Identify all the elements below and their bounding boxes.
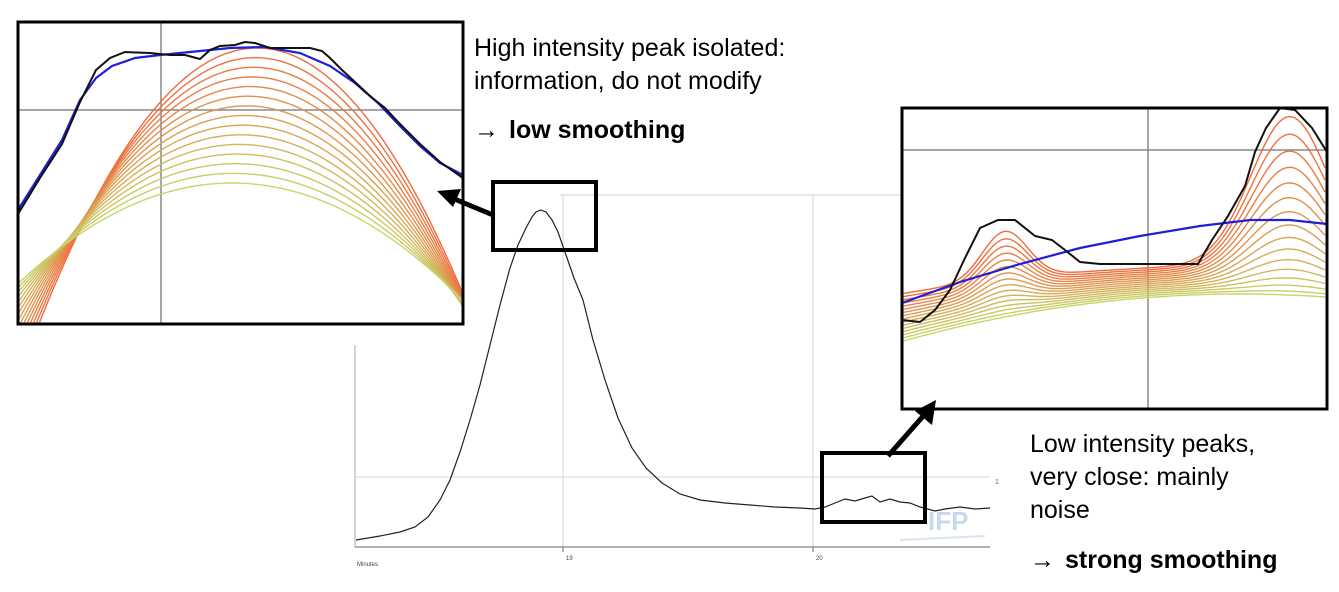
inset-high-peak-border [16, 20, 465, 326]
smoothing-curves-high [18, 47, 463, 324]
main-chromatogram: 19 20 Minutes 1 IFP [354, 194, 999, 568]
smoothing-curve-low-7 [902, 210, 1326, 314]
smoothing-curve-low-2 [902, 133, 1326, 298]
smoothing-curve-low-11 [902, 259, 1326, 327]
low-peaks-description-line-2: very close: mainly [1030, 463, 1229, 491]
side-mark: 1 [995, 479, 999, 486]
strong-smoothing-conclusion: → strong smoothing [1030, 546, 1277, 575]
watermark-swoosh [899, 535, 986, 541]
high-peak-description-line-2: information, do not modify [474, 67, 762, 95]
smoothing-curve-high-13 [18, 163, 463, 304]
smoothing-curve-high-14 [18, 172, 463, 302]
pointer-arrow-low [886, 412, 927, 458]
smoothing-curve-low-1 [902, 115, 1326, 295]
raw-signal-low [902, 108, 1327, 324]
smoothing-curve-high-11 [18, 143, 463, 306]
smoothing-curve-low-6 [902, 196, 1326, 311]
smoothing-curve-low-10 [902, 248, 1326, 323]
smoothing-curve-low-5 [902, 182, 1326, 308]
x-axis-title: Minutes [357, 562, 378, 568]
smoothing-curve-low-12 [902, 268, 1326, 330]
low-peaks-description-line-3: noise [1030, 496, 1090, 524]
smoothing-curve-low-14 [902, 284, 1326, 336]
strong-smoothing-label: strong smoothing [1065, 546, 1278, 574]
smoothing-curve-low-9 [902, 236, 1326, 320]
chromatogram-trace [355, 209, 991, 541]
smoothing-curve-low-15 [902, 290, 1326, 339]
smoothing-curve-low-3 [902, 150, 1326, 301]
high-peak-description: High intensity peak isolated: informatio… [474, 32, 785, 98]
pointer-arrowhead-low [915, 400, 936, 425]
tick-label-20: 20 [816, 556, 823, 562]
low-peaks-description-line-1: Low intensity peaks, [1030, 430, 1256, 458]
smoothing-curve-low-13 [902, 277, 1326, 333]
inset-low-peaks [902, 108, 1327, 409]
noise-zoom-box [820, 451, 927, 524]
conclusion-arrow: → [474, 116, 499, 144]
smoothing-curve-high-7 [19, 105, 463, 324]
inset-low-peaks-border [900, 106, 1329, 411]
low-smoothing-label: low smoothing [509, 116, 686, 144]
low-peaks-description: Low intensity peaks, very close: mainly … [1030, 428, 1255, 527]
low-smoothing-conclusion: → low smoothing [474, 116, 685, 145]
selected-smoothing-curve-low [902, 218, 1327, 305]
smoothing-curve-low-4 [902, 166, 1326, 304]
smoothing-curve-high-15 [18, 182, 463, 300]
smoothing-curve-high-12 [18, 153, 463, 305]
raw-signal-high [18, 40, 463, 215]
pointer-arrow-high [451, 195, 494, 218]
smoothing-curve-low-16 [902, 293, 1326, 343]
smoothing-curve-high-9 [18, 124, 463, 315]
smoothing-curve-high-8 [18, 114, 463, 322]
inset-high-peak [18, 22, 463, 324]
smoothing-curve-high-10 [18, 134, 463, 309]
peak-zoom-box [491, 180, 598, 252]
smoothing-curves-low [902, 115, 1326, 343]
tick-label-19: 19 [566, 556, 573, 562]
conclusion-arrow: → [1030, 546, 1055, 574]
pointer-arrowhead-high [437, 189, 461, 207]
smoothing-curve-low-8 [902, 224, 1326, 317]
high-peak-description-line-1: High intensity peak isolated: [474, 34, 786, 62]
